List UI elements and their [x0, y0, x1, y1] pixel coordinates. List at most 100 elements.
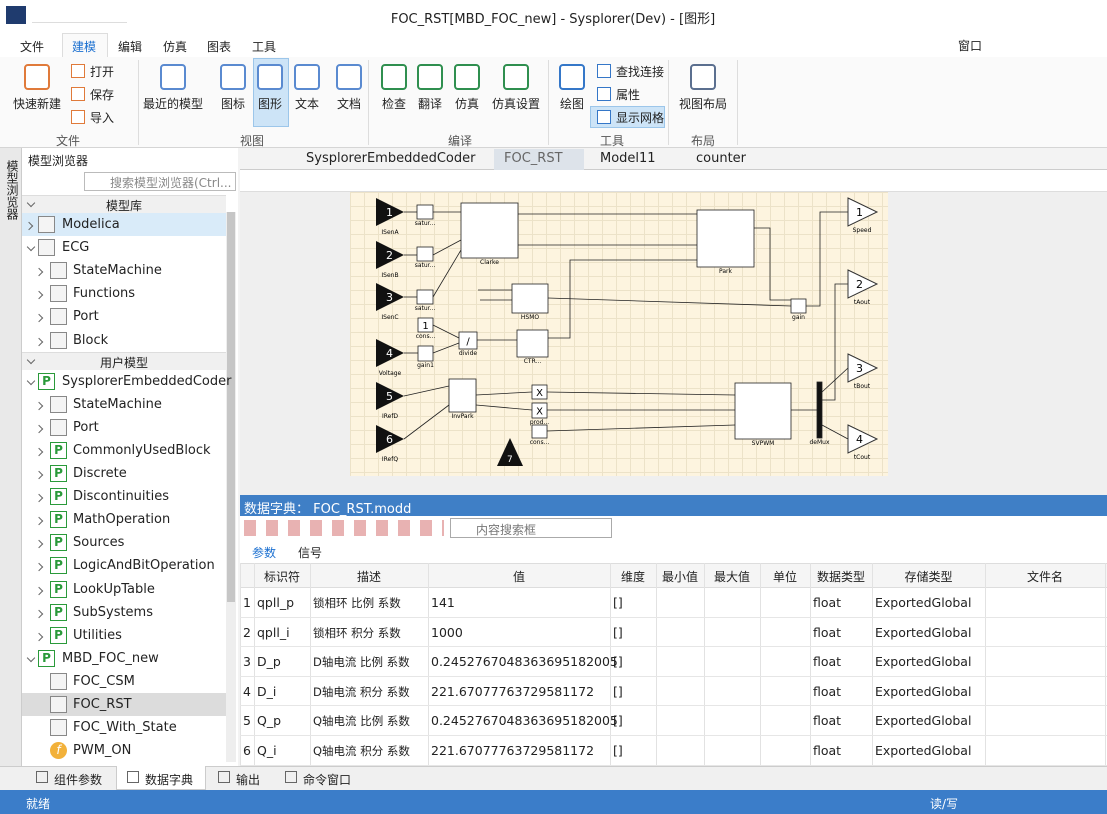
bottom-tab[interactable]: 命令窗口	[303, 773, 352, 787]
ribbon-small-button[interactable]: 导入	[90, 111, 115, 125]
tree-item[interactable]: Functions	[73, 286, 136, 302]
ribbon-button[interactable]: 绘图	[559, 97, 585, 111]
ribbon-small-button[interactable]: 查找连接	[616, 65, 665, 79]
tree-item[interactable]: Modelica	[62, 217, 120, 232]
table-cell: 1	[243, 595, 251, 610]
inport	[376, 283, 404, 311]
table-cell: float	[813, 683, 842, 699]
tree-row-highlight	[22, 693, 226, 716]
ribbon-icon	[24, 64, 50, 90]
tree-item[interactable]: PWM_ON	[73, 743, 132, 759]
ribbon-button[interactable]: 检查	[381, 97, 407, 111]
tree-item[interactable]: Discrete	[73, 466, 127, 481]
ribbon-button[interactable]: 翻译	[417, 97, 443, 111]
ribbon-button[interactable]: 快速新建	[12, 97, 62, 111]
table-cell: ExportedGlobal	[875, 713, 972, 729]
column-header: 单位	[772, 570, 798, 584]
editor-tab[interactable]: FOC_RST	[504, 151, 563, 166]
menu-item[interactable]: 仿真	[163, 40, 188, 54]
menu-active	[62, 33, 108, 57]
column-divider	[810, 563, 811, 765]
tree-icon	[50, 696, 67, 713]
tree-icon: P	[50, 465, 67, 482]
ribbon-group-label: 视图	[239, 134, 265, 148]
outport-number: 3	[856, 362, 863, 375]
tree-item[interactable]: FOC_With_State	[73, 720, 177, 736]
ribbon-button[interactable]: 仿真	[454, 97, 480, 111]
tree-item[interactable]: ECG	[62, 240, 90, 256]
tree-icon	[50, 308, 67, 326]
ribbon-button[interactable]: 文本	[294, 97, 320, 111]
dict-tab[interactable]: 参数	[250, 544, 279, 565]
inport	[376, 425, 404, 453]
tree-item[interactable]: MathOperation	[73, 512, 171, 528]
tree-item[interactable]: FOC_RST	[73, 697, 132, 712]
block-label: HSMO	[521, 314, 539, 321]
block	[416, 289, 434, 305]
column-header: 最小值	[661, 570, 699, 584]
tree-icon	[50, 285, 67, 303]
column-divider	[310, 563, 311, 765]
connection	[806, 211, 848, 307]
editor-tab[interactable]: SysplorerEmbeddedCoder	[306, 151, 476, 166]
connection	[432, 249, 462, 298]
table-cell: Q轴电流 比例 系数	[313, 714, 410, 729]
ribbon-small-button[interactable]: 属性	[616, 88, 641, 102]
tree-item[interactable]: FOC_CSM	[73, 673, 135, 689]
ribbon-button[interactable]: 图标	[220, 97, 246, 111]
tree-item[interactable]: Sources	[73, 535, 125, 551]
menu-item[interactable]: 建模	[72, 40, 97, 54]
bottom-tab-icon	[218, 771, 230, 783]
tree-item[interactable]: Discontinuities	[73, 489, 170, 505]
ribbon-button[interactable]: 图形	[257, 97, 283, 111]
menu-item[interactable]: 文件	[20, 40, 45, 54]
tree-item[interactable]: SubSystems	[73, 604, 153, 620]
ribbon-button[interactable]: 文档	[336, 97, 362, 111]
tree-item[interactable]: Port	[73, 309, 99, 325]
ribbon-small-icon	[597, 87, 611, 101]
inport-number: 6	[386, 433, 393, 446]
column-header: 值	[512, 570, 526, 584]
tree-item[interactable]: StateMachine	[73, 396, 162, 412]
tree-item[interactable]: Utilities	[73, 627, 122, 643]
bottom-tab[interactable]: 组件参数	[54, 773, 103, 787]
tree-item[interactable]: MBD_FOC_new	[62, 650, 159, 666]
table-cell: 221.67077763729581172	[431, 683, 595, 699]
menu-item[interactable]: 工具	[252, 40, 277, 54]
table-cell: 5	[243, 713, 251, 729]
column-divider	[704, 563, 705, 765]
block-symbol: /	[466, 337, 470, 348]
dict-titlebar	[240, 495, 1107, 516]
ribbon-small-button[interactable]: 保存	[90, 88, 115, 102]
tree-item[interactable]: SysplorerEmbeddedCoder	[62, 373, 232, 389]
ribbon-button[interactable]: 视图布局	[678, 97, 728, 111]
inport-label: IRefD	[382, 413, 398, 420]
tree-item[interactable]: LogicAndBitOperation	[73, 558, 215, 574]
ribbon-button[interactable]: 最近的模型	[142, 97, 204, 111]
editor-tab[interactable]: Model11	[600, 151, 656, 166]
menu-item[interactable]: 窗口	[958, 39, 983, 53]
tree-item[interactable]: LookUpTable	[73, 581, 155, 597]
inport-label: Voltage	[379, 370, 402, 377]
column-header: 维度	[620, 570, 646, 584]
table-cell: 锁相环 积分 系数	[313, 625, 401, 640]
ribbon-button[interactable]: 仿真设置	[491, 97, 541, 111]
editor-tab[interactable]: counter	[696, 151, 747, 166]
tree-item[interactable]: StateMachine	[73, 263, 162, 279]
table-header	[240, 563, 1107, 588]
block	[416, 246, 434, 262]
tree-item[interactable]: Block	[73, 332, 109, 348]
menu-item[interactable]: 图表	[207, 40, 232, 54]
dict-tab[interactable]: 信号	[298, 546, 323, 560]
ribbon-small-icon	[71, 64, 85, 78]
bottom-tab[interactable]: 输出	[236, 773, 261, 787]
inport-number: 1	[386, 206, 393, 219]
bottom-tab[interactable]: 数据字典	[145, 773, 194, 787]
tree-item[interactable]: Port	[73, 419, 99, 435]
connection	[546, 424, 736, 432]
tree-item[interactable]: CommonlyUsedBlock	[73, 442, 211, 458]
ribbon-small-button[interactable]: 打开	[90, 65, 115, 79]
section-title: 模型库	[105, 199, 143, 213]
menu-item[interactable]: 编辑	[118, 40, 143, 54]
ribbon-small-button[interactable]: 显示网格	[616, 111, 665, 125]
